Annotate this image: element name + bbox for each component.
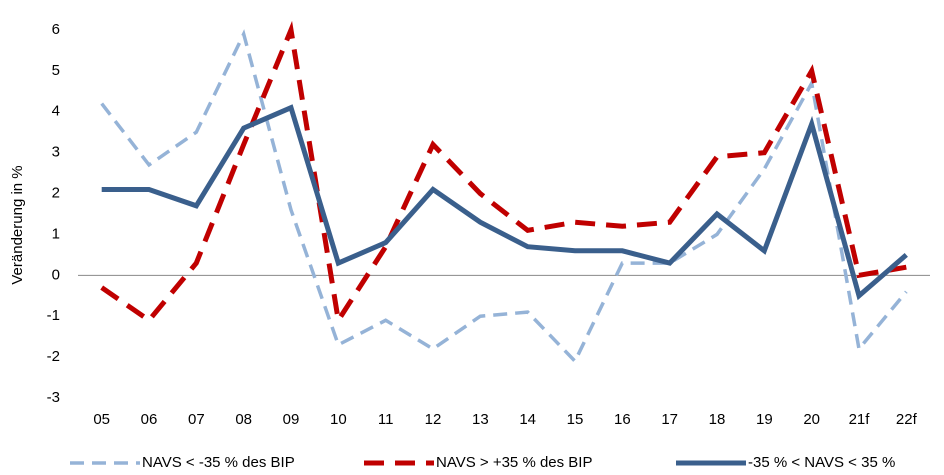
x-tick-label: 14 xyxy=(519,411,536,428)
x-tick-label: 11 xyxy=(378,411,394,428)
x-tick-label: 16 xyxy=(614,411,631,428)
y-tick-label: 1 xyxy=(52,225,60,242)
y-tick-label: 0 xyxy=(52,266,60,283)
x-tick-label: 13 xyxy=(472,411,489,428)
x-tick-label: 06 xyxy=(141,411,158,428)
x-tick-label: 09 xyxy=(283,411,300,428)
x-tick-label: 22f xyxy=(896,411,918,428)
y-tick-label: 3 xyxy=(52,144,60,161)
x-tick-label: 07 xyxy=(188,411,205,428)
series-lines xyxy=(100,20,908,365)
legend: NAVS < -35 % des BIP NAVS > +35 % des BIP… xyxy=(70,454,895,471)
y-axis-title: Veränderung in % xyxy=(9,165,26,284)
legend-label-2: NAVS > +35 % des BIP xyxy=(436,454,592,471)
x-tick-label: 17 xyxy=(661,411,678,428)
x-axis-ticks: 05 06 07 08 09 10 11 12 13 14 15 16 17 18 19 20 21f 22f xyxy=(93,411,917,428)
y-tick-label: 6 xyxy=(52,21,60,38)
x-tick-label: 19 xyxy=(756,411,773,428)
series-line-3 xyxy=(101,104,908,301)
x-tick-label: 08 xyxy=(235,411,252,428)
x-tick-label: 10 xyxy=(330,411,347,428)
x-tick-label: 18 xyxy=(709,411,726,428)
y-tick-label: 2 xyxy=(52,185,60,202)
series-line-1 xyxy=(100,29,908,365)
legend-label-3: -35 % < NAVS < 35 % xyxy=(748,454,895,471)
y-tick-label: 4 xyxy=(52,103,60,120)
x-tick-label: 05 xyxy=(93,411,110,428)
y-tick-label: -1 xyxy=(47,307,60,324)
x-tick-label: 15 xyxy=(567,411,584,428)
series-line-2 xyxy=(100,20,907,328)
legend-label-1: NAVS < -35 % des BIP xyxy=(142,454,295,471)
y-tick-label: -3 xyxy=(47,389,60,406)
y-axis-ticks: -3 -2 -1 0 1 2 3 4 5 6 xyxy=(47,21,60,406)
x-tick-label: 20 xyxy=(803,411,820,428)
x-tick-label: 21f xyxy=(849,411,871,428)
y-tick-label: -2 xyxy=(47,348,60,365)
x-tick-label: 12 xyxy=(425,411,442,428)
y-tick-label: 5 xyxy=(52,62,60,79)
